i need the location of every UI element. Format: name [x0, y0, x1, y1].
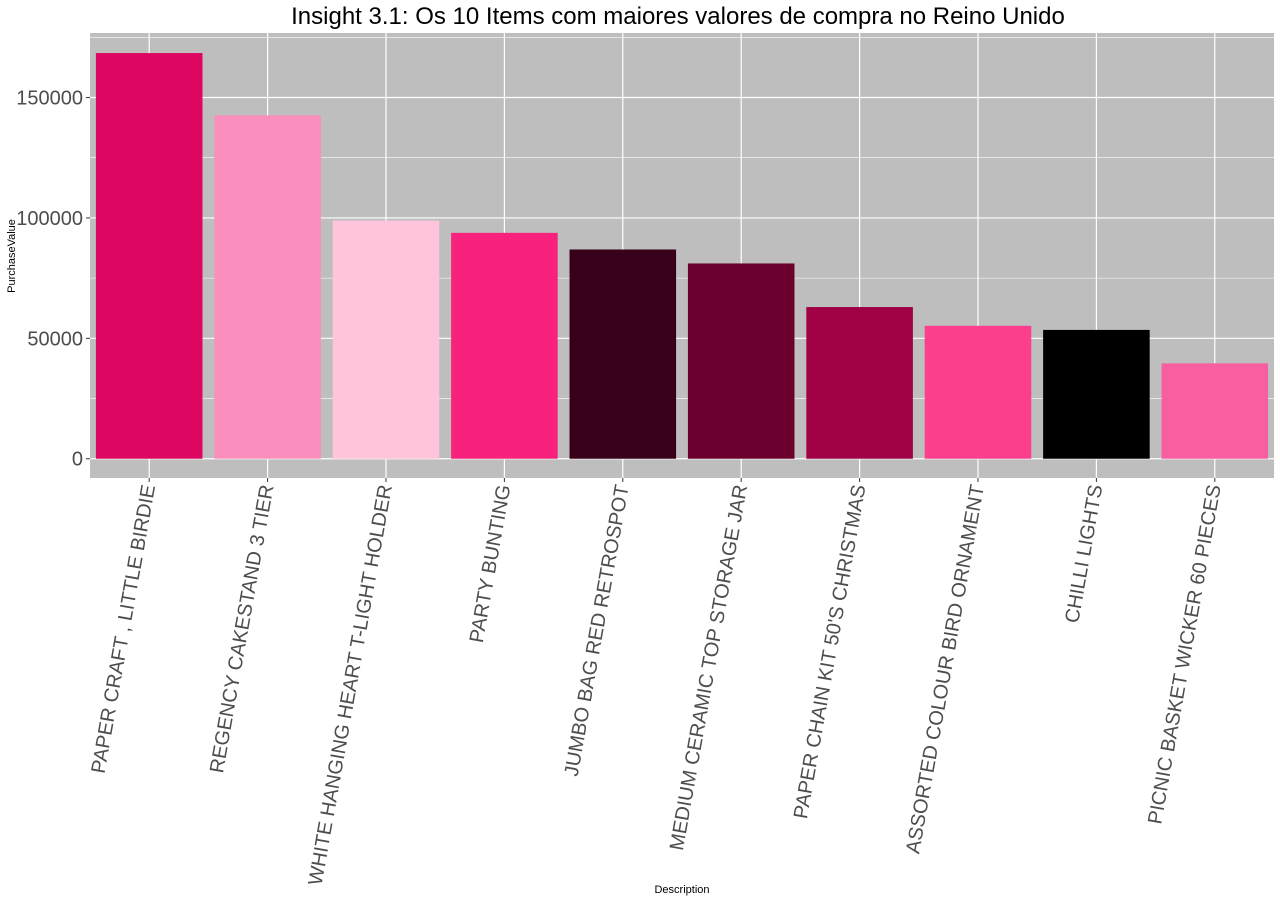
y-axis: 0 50000 100000 150000	[16, 88, 90, 471]
bar	[1161, 363, 1269, 459]
x-tick-label: ASSORTED COLOUR BIRD ORNAMENT	[902, 483, 989, 855]
y-tick-label: 0	[72, 449, 83, 471]
bar	[569, 249, 677, 459]
bars	[95, 53, 1269, 459]
x-tick-label: PARTY BUNTING	[466, 483, 515, 644]
x-tick-label: PAPER CHAIN KIT 50'S CHRISTMAS	[790, 483, 870, 820]
x-axis-label: Description	[654, 884, 709, 896]
y-tick-label: 50000	[27, 328, 83, 350]
y-axis-label: PurchaseValue	[6, 219, 18, 293]
x-tick-label: JUMBO BAG RED RETROSPOT	[561, 483, 634, 778]
x-tick-label: CHILLI LIGHTS	[1061, 483, 1107, 625]
bar	[451, 232, 558, 459]
bar	[95, 53, 203, 459]
x-tick-label: MEDIUM CERAMIC TOP STORAGE JAR	[666, 483, 752, 852]
y-tick-label: 100000	[16, 208, 83, 230]
bar	[687, 263, 795, 459]
x-tick-label: WHITE HANGING HEART T-LIGHT HOLDER	[305, 483, 397, 887]
x-axis: PAPER CRAFT , LITTLE BIRDIE REGENCY CAKES…	[88, 478, 1226, 887]
x-tick-label: REGENCY CAKESTAND 3 TIER	[206, 483, 278, 775]
bar	[214, 115, 321, 459]
y-tick-label: 150000	[16, 88, 83, 110]
bar	[1043, 329, 1150, 459]
x-tick-label: PICNIC BASKET WICKER 60 PIECES	[1144, 483, 1225, 826]
bar	[332, 220, 440, 459]
chart-title: Insight 3.1: Os 10 Items com maiores val…	[291, 3, 1065, 30]
bar	[924, 325, 1032, 459]
bar	[806, 307, 913, 459]
x-tick-label: PAPER CRAFT , LITTLE BIRDIE	[88, 483, 160, 775]
